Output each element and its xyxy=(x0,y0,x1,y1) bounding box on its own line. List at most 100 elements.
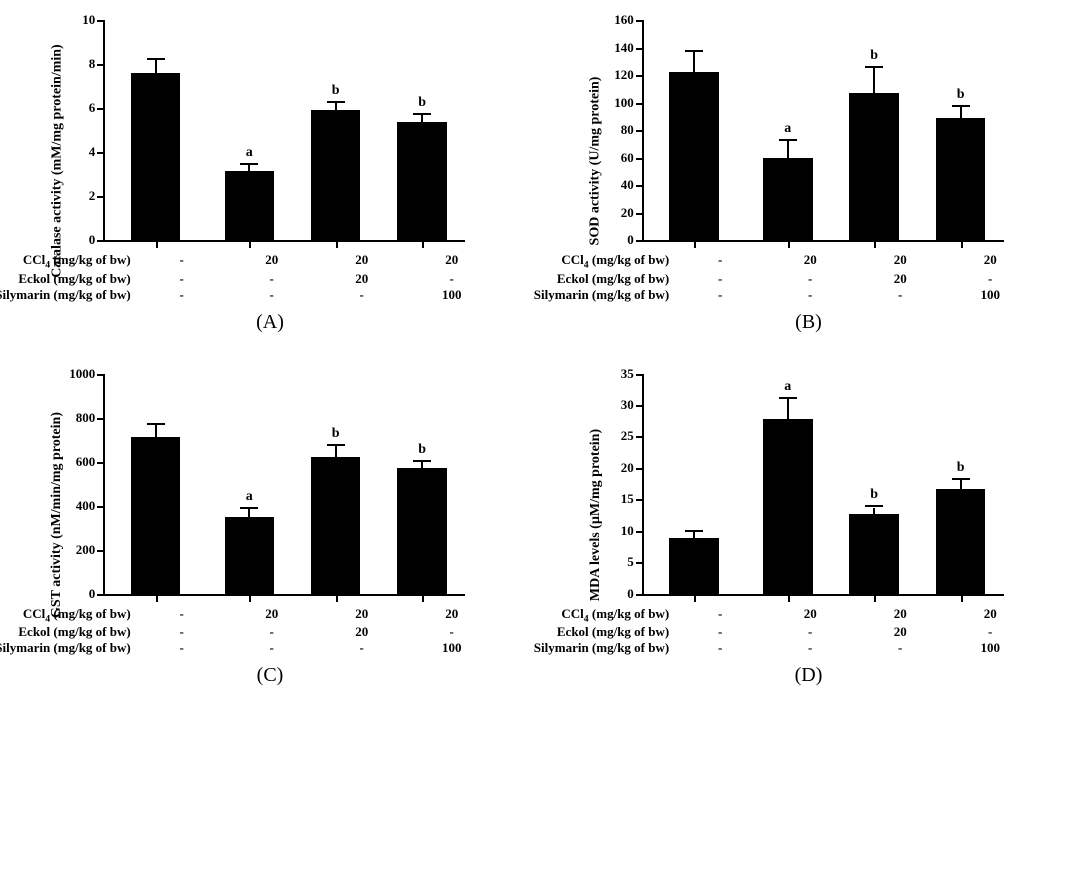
treatment-cell: - xyxy=(137,252,227,271)
error-bar-cap xyxy=(952,105,970,107)
treatment-row-label: Silymarin (mg/kg of bw) xyxy=(0,287,137,303)
treatment-row-label: Eckol (mg/kg of bw) xyxy=(0,624,137,640)
significance-label: a xyxy=(246,489,253,505)
treatment-cell: 20 xyxy=(317,271,407,287)
y-tick-label: 2 xyxy=(89,188,106,204)
treatments-table: CCl4 (mg/kg of bw)-202020Eckol (mg/kg of… xyxy=(515,606,1035,657)
treatment-cell: 20 xyxy=(407,606,497,625)
y-tick-label: 0 xyxy=(627,232,644,248)
y-tick-label: 600 xyxy=(76,454,106,470)
y-tick-label: 5 xyxy=(627,554,644,570)
treatment-cell: 20 xyxy=(855,624,945,640)
treatment-row-label: Eckol (mg/kg of bw) xyxy=(515,624,675,640)
x-tick xyxy=(961,240,963,248)
y-axis-label: SOD activity (U/mg protein) xyxy=(588,77,604,246)
chart-row: Catalase activity (mM/mg protein/min)024… xyxy=(43,20,496,303)
y-tick-label: 0 xyxy=(89,232,106,248)
y-tick-label: 100 xyxy=(614,95,644,111)
x-tick xyxy=(694,240,696,248)
treatment-cell: - xyxy=(137,606,227,625)
treatment-cell: 20 xyxy=(945,606,1035,625)
treatment-cell: - xyxy=(407,624,497,640)
error-bar-cap xyxy=(685,50,703,52)
treatment-cell: 20 xyxy=(317,252,407,271)
significance-label: b xyxy=(332,83,340,99)
significance-label: a xyxy=(784,121,791,137)
treatment-cell: - xyxy=(407,271,497,287)
error-bar-stem xyxy=(248,509,250,517)
treatment-cell: - xyxy=(675,252,765,271)
panel-B: SOD activity (U/mg protein) 0204060801001… xyxy=(559,20,1059,334)
treatment-cell: - xyxy=(675,606,765,625)
x-tick xyxy=(249,240,251,248)
error-bar-stem xyxy=(787,399,789,419)
error-bar-cap xyxy=(240,163,258,165)
panel-C: GST activity (nM/min/mg protein)02004006… xyxy=(20,374,520,688)
plot-area: 05101520253035abb xyxy=(642,374,1004,596)
y-tick-label: 6 xyxy=(89,100,106,116)
treatment-row-label: Silymarin (mg/kg of bw) xyxy=(515,287,675,303)
error-bar-stem xyxy=(155,60,157,73)
y-axis-label: MDA levels (µM/mg protein) xyxy=(588,429,604,601)
y-tick-label: 120 xyxy=(614,67,644,83)
treatment-cell: - xyxy=(227,287,317,303)
bar xyxy=(225,517,275,594)
x-tick xyxy=(422,240,424,248)
treatment-row-label: Silymarin (mg/kg of bw) xyxy=(0,640,137,656)
treatment-row-label: Eckol (mg/kg of bw) xyxy=(0,271,137,287)
error-bar-cap xyxy=(147,423,165,425)
treatment-cell: - xyxy=(137,287,227,303)
treatments-table: CCl4 (mg/kg of bw)-202020Eckol (mg/kg of… xyxy=(515,252,1035,303)
error-bar-cap xyxy=(952,478,970,480)
y-tick-label: 25 xyxy=(621,428,644,444)
treatment-cell: - xyxy=(675,624,765,640)
y-tick-label: 140 xyxy=(614,40,644,56)
error-bar-cap xyxy=(865,66,883,68)
error-bar-cap xyxy=(327,101,345,103)
y-tick-label: 10 xyxy=(621,523,644,539)
treatment-cell: - xyxy=(137,624,227,640)
error-bar-stem xyxy=(421,115,423,123)
treatment-cell: - xyxy=(765,271,855,287)
treatment-cell: - xyxy=(945,624,1035,640)
subplot-label: (B) xyxy=(795,311,822,334)
significance-label: b xyxy=(957,460,965,476)
x-tick xyxy=(249,594,251,602)
x-tick xyxy=(156,240,158,248)
bar xyxy=(397,468,447,593)
error-bar-cap xyxy=(865,505,883,507)
treatment-cell: 20 xyxy=(317,606,407,625)
error-bar-stem xyxy=(787,141,789,158)
x-tick xyxy=(336,240,338,248)
treatment-cell: - xyxy=(765,640,855,656)
treatment-row-label: CCl4 (mg/kg of bw) xyxy=(515,252,675,271)
error-bar-cap xyxy=(147,58,165,60)
treatment-row-label: Silymarin (mg/kg of bw) xyxy=(515,640,675,656)
treatment-cell: 20 xyxy=(227,606,317,625)
treatment-row-label: CCl4 (mg/kg of bw) xyxy=(0,252,137,271)
chart-row: SOD activity (U/mg protein) 0204060801001… xyxy=(582,20,1035,303)
y-tick-label: 15 xyxy=(621,491,644,507)
treatment-row-label: CCl4 (mg/kg of bw) xyxy=(0,606,137,625)
bar xyxy=(763,419,813,593)
treatment-cell: 20 xyxy=(227,252,317,271)
bar xyxy=(131,73,181,240)
plot-area: 020406080100120140160abb xyxy=(642,20,1004,242)
error-bar-cap xyxy=(779,139,797,141)
treatment-cell: - xyxy=(765,287,855,303)
bar xyxy=(936,489,986,593)
treatment-cell: 20 xyxy=(855,271,945,287)
treatments-table: CCl4 (mg/kg of bw)-202020Eckol (mg/kg of… xyxy=(0,252,497,303)
bar xyxy=(131,437,181,593)
chart-row: MDA levels (µM/mg protein) 05101520253035… xyxy=(582,374,1035,657)
error-bar-stem xyxy=(960,480,962,489)
treatment-cell: 20 xyxy=(317,624,407,640)
x-tick xyxy=(156,594,158,602)
significance-label: b xyxy=(332,426,340,442)
y-tick-label: 400 xyxy=(76,498,106,514)
bar xyxy=(397,122,447,240)
y-tick-label: 160 xyxy=(614,12,644,28)
treatment-cell: - xyxy=(317,287,407,303)
error-bar-stem xyxy=(873,508,875,515)
bar xyxy=(669,538,719,593)
